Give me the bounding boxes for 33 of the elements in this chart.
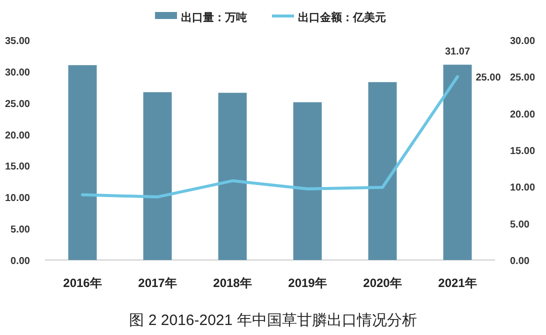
bar [218,92,247,260]
legend-label: 出口金额：亿美元 [298,11,386,24]
x-tick-label: 2021年 [438,276,477,290]
y-tick-label: 5.00 [10,224,30,236]
y2-tick-label: 0.00 [510,256,530,267]
bar [68,65,97,260]
data-label: 25.00 [476,72,502,84]
legend-label: 出口量：万吨 [181,11,247,24]
y2-tick-label: 25.00 [510,72,536,84]
y-tick-label: 15.00 [4,162,30,173]
bar [368,82,397,260]
y2-tick-label: 20.00 [510,109,536,120]
x-tick-label: 2020年 [363,276,402,290]
y2-tick-label: 5.00 [510,219,530,230]
data-label: 31.07 [444,46,470,58]
line-series [81,75,459,198]
bar [143,92,172,260]
bar [443,64,472,260]
y-tick-label: 10.00 [4,193,30,204]
text: 图 2 2016-2021 年中国草甘膦出口情况分析 [129,312,417,329]
y2-tick-label: 15.00 [510,146,536,157]
y2-tick-label: 30.00 [510,36,536,47]
x-tick-label: 2017年 [138,276,177,290]
y-tick-label: 0.00 [10,256,30,267]
y-tick-label: 35.00 [4,36,30,47]
x-tick-label: 2018年 [213,276,252,290]
y-tick-label: 20.00 [4,130,30,142]
y-tick-label: 30.00 [4,67,30,78]
y-tick-label: 25.00 [4,98,30,110]
x-tick-label: 2016年 [63,276,102,290]
y2-tick-label: 10.00 [510,182,536,194]
x-tick-label: 2019年 [288,276,327,290]
bar [293,102,322,260]
